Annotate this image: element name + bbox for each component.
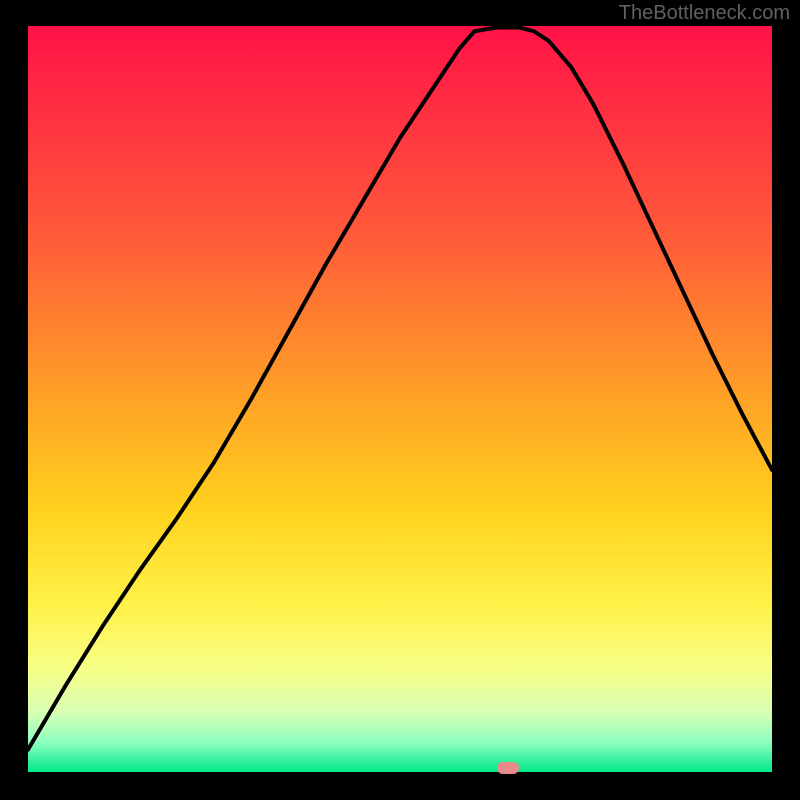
plot-area (28, 26, 772, 772)
optimal-marker (497, 762, 519, 774)
watermark-text: TheBottleneck.com (619, 2, 790, 25)
curve-svg (28, 26, 772, 772)
bottleneck-curve (28, 27, 772, 749)
